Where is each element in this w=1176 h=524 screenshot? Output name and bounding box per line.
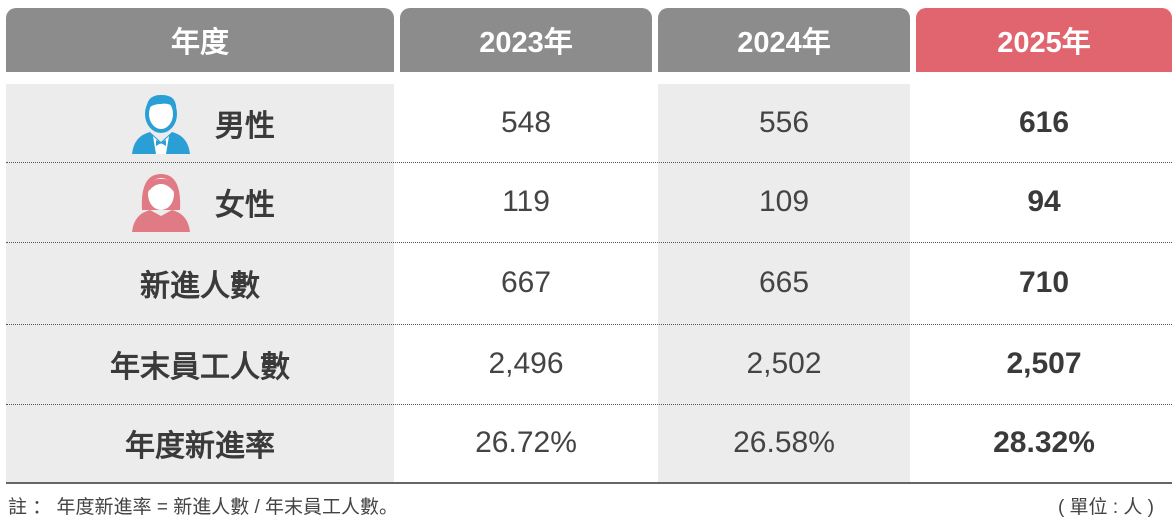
value-cell: 665	[758, 266, 810, 299]
value-cell: 94	[1027, 185, 1061, 218]
table-bottom-line	[6, 482, 1172, 484]
value-cell: 556	[758, 106, 810, 139]
row-label: 女性	[215, 189, 275, 222]
value-cell: 616	[1018, 106, 1070, 139]
header-cell: 2023年	[400, 8, 652, 72]
row-separator	[6, 162, 1172, 163]
male-icon	[132, 94, 190, 154]
value-cell: 26.72%	[475, 426, 577, 459]
unit-note: ( 單位 : 人 )	[1057, 497, 1154, 518]
female-icon	[132, 174, 190, 232]
value-cell: 28.32%	[993, 426, 1095, 459]
value-cell: 2,502	[746, 347, 822, 380]
row-label: 男性	[215, 110, 275, 143]
row-label: 年度新進率	[125, 430, 275, 463]
footnote: 註 ： 年度新進率 = 新進人數 / 年末員工人數。	[8, 497, 399, 518]
value-cell: 119	[502, 185, 550, 218]
row-label: 新進人數	[140, 270, 260, 303]
header-cell: 2024年	[658, 8, 910, 72]
row-separator	[6, 242, 1172, 243]
row-separator	[6, 404, 1172, 405]
value-cell: 109	[758, 185, 810, 218]
value-cell: 710	[1018, 266, 1070, 299]
value-cell: 2,507	[1006, 347, 1082, 380]
column-bg	[6, 84, 394, 482]
value-cell: 667	[500, 266, 552, 299]
row-separator	[6, 324, 1172, 325]
row-label: 年末員工人數	[110, 351, 290, 384]
value-cell: 26.58%	[733, 426, 835, 459]
column-bg	[658, 84, 910, 482]
header-cell: 2025年	[916, 8, 1172, 72]
value-cell: 548	[500, 106, 552, 139]
header-cell: 年度	[6, 8, 394, 72]
value-cell: 2,496	[488, 347, 564, 380]
